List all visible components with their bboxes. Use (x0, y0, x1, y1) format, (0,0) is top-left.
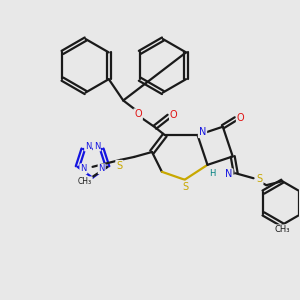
Text: N: N (199, 127, 206, 137)
Text: N: N (80, 164, 87, 173)
Text: S: S (116, 161, 122, 171)
Text: S: S (183, 182, 189, 192)
Text: CH₃: CH₃ (78, 177, 92, 186)
Text: H: H (209, 169, 216, 178)
Text: N: N (85, 142, 92, 151)
Text: O: O (170, 110, 178, 120)
Text: CH₃: CH₃ (274, 225, 290, 234)
Text: N: N (94, 142, 100, 151)
Text: O: O (237, 113, 244, 123)
Text: O: O (134, 109, 142, 119)
Text: N: N (98, 164, 105, 173)
Text: S: S (256, 174, 262, 184)
Text: N: N (225, 169, 232, 179)
